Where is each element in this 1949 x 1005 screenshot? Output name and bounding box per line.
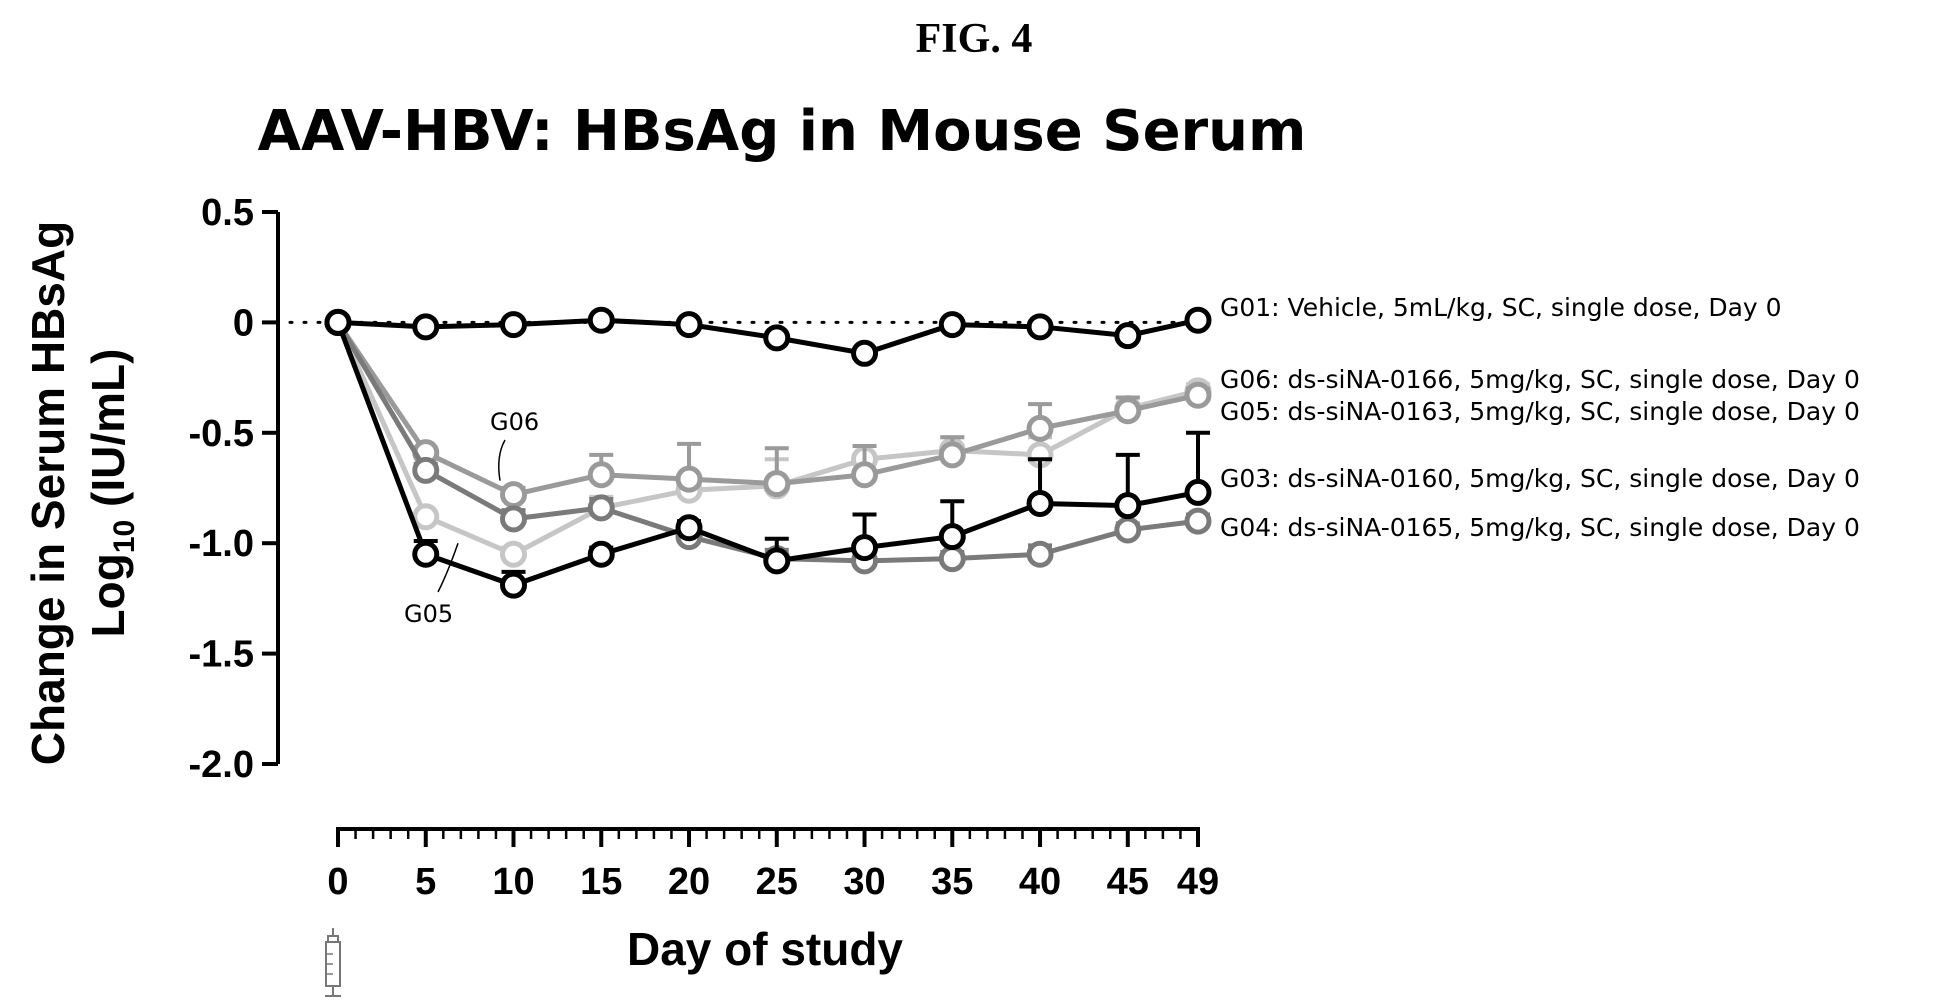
data-point: [324, 308, 352, 336]
data-point: [587, 306, 615, 334]
x-tick-label: 20: [668, 861, 710, 903]
series-layer: [324, 306, 1212, 599]
data-point: [1114, 492, 1142, 520]
x-axis-title: Day of study: [627, 923, 903, 975]
data-point: [1026, 414, 1054, 442]
x-tick-label: 5: [415, 861, 436, 903]
x-tick-label: 0: [327, 861, 348, 903]
x-tick-label: 49: [1177, 861, 1219, 903]
data-point: [938, 441, 966, 469]
series-g01: [324, 306, 1212, 367]
y-tick-label: -0.5: [189, 413, 254, 455]
data-point: [412, 540, 440, 568]
data-point: [500, 311, 528, 339]
data-point: [763, 547, 791, 575]
chart-title: AAV-HBV: HBsAg in Mouse Serum: [258, 99, 1307, 164]
y-tick-label: 0.5: [201, 192, 254, 234]
legend-label-g01: G01: Vehicle, 5mL/kg, SC, single dose, D…: [1220, 293, 1782, 322]
x-tick-label: 15: [580, 861, 622, 903]
y-axis: 0.5 0 -0.5 -1.0 -1.5 -2.0: [189, 192, 280, 786]
x-axis: 0 5 10 15 20 25 30 35 40 45 49: [327, 827, 1219, 903]
series-line: [335, 321, 1199, 557]
data-point: [763, 324, 791, 352]
data-point: [1184, 381, 1212, 409]
data-point: [1114, 516, 1142, 544]
data-point: [1026, 313, 1054, 341]
data-point: [938, 545, 966, 573]
x-tick-label: 45: [1107, 861, 1149, 903]
y-axis-log-prefix: Log: [82, 553, 134, 637]
data-point: [938, 311, 966, 339]
legend-label-g03: G03: ds-siNA-0160, 5mg/kg, SC, single do…: [1220, 464, 1860, 493]
data-point: [1114, 322, 1142, 350]
y-tick-label: -1.5: [189, 634, 254, 676]
data-point: [412, 503, 440, 531]
data-point: [412, 313, 440, 341]
y-axis-unit: (IU/mL): [82, 349, 134, 520]
legend-label-g06: G06: ds-siNA-0166, 5mg/kg, SC, single do…: [1220, 365, 1860, 394]
y-tick-label: -1.0: [189, 523, 254, 565]
y-axis-title: Change in Serum HBsAg: [22, 221, 74, 765]
y-tick-label: -2.0: [189, 744, 254, 786]
data-point: [412, 456, 440, 484]
data-point: [938, 523, 966, 551]
annotation-leader-g06: [498, 439, 506, 481]
data-point: [851, 461, 879, 489]
y-axis-log-subscript: 10: [108, 520, 141, 553]
legend: G01: Vehicle, 5mL/kg, SC, single dose, D…: [1220, 293, 1860, 542]
y-tick-label: 0: [233, 302, 254, 344]
data-point: [851, 534, 879, 562]
annotation-g05: G05: [404, 600, 453, 628]
data-point: [675, 465, 703, 493]
x-tick-label: 35: [931, 861, 973, 903]
annotation-leader-g05: [437, 542, 459, 593]
figure-label: FIG. 4: [916, 16, 1033, 62]
data-point: [500, 571, 528, 599]
legend-label-g05: G05: ds-siNA-0163, 5mg/kg, SC, single do…: [1220, 397, 1860, 426]
x-tick-label: 10: [492, 861, 534, 903]
series-g03: [324, 308, 1212, 599]
syringe-icon: [325, 928, 341, 997]
series-g05: [324, 308, 1212, 568]
x-tick-label: 30: [843, 861, 885, 903]
legend-label-g04: G04: ds-siNA-0165, 5mg/kg, SC, single do…: [1220, 513, 1860, 542]
annotations: G06 G05: [404, 408, 539, 628]
data-point: [587, 494, 615, 522]
data-point: [851, 339, 879, 367]
data-point: [1184, 306, 1212, 334]
series-line: [335, 321, 1199, 498]
data-point: [763, 470, 791, 498]
data-point: [1026, 540, 1054, 568]
data-point: [675, 514, 703, 542]
data-point: [500, 481, 528, 509]
x-tick-label: 40: [1019, 861, 1061, 903]
y-axis-title-line2: Log10 (IU/mL): [82, 349, 141, 638]
annotation-g06: G06: [490, 408, 539, 436]
y-axis-title-line1: Change in Serum HBsAg: [22, 221, 74, 765]
data-point: [1026, 489, 1054, 517]
x-tick-label: 25: [756, 861, 798, 903]
data-point: [1184, 478, 1212, 506]
data-point: [675, 311, 703, 339]
data-point: [587, 540, 615, 568]
data-point: [587, 461, 615, 489]
data-point: [1184, 507, 1212, 535]
data-point: [500, 540, 528, 568]
data-point: [500, 505, 528, 533]
data-point: [1114, 397, 1142, 425]
